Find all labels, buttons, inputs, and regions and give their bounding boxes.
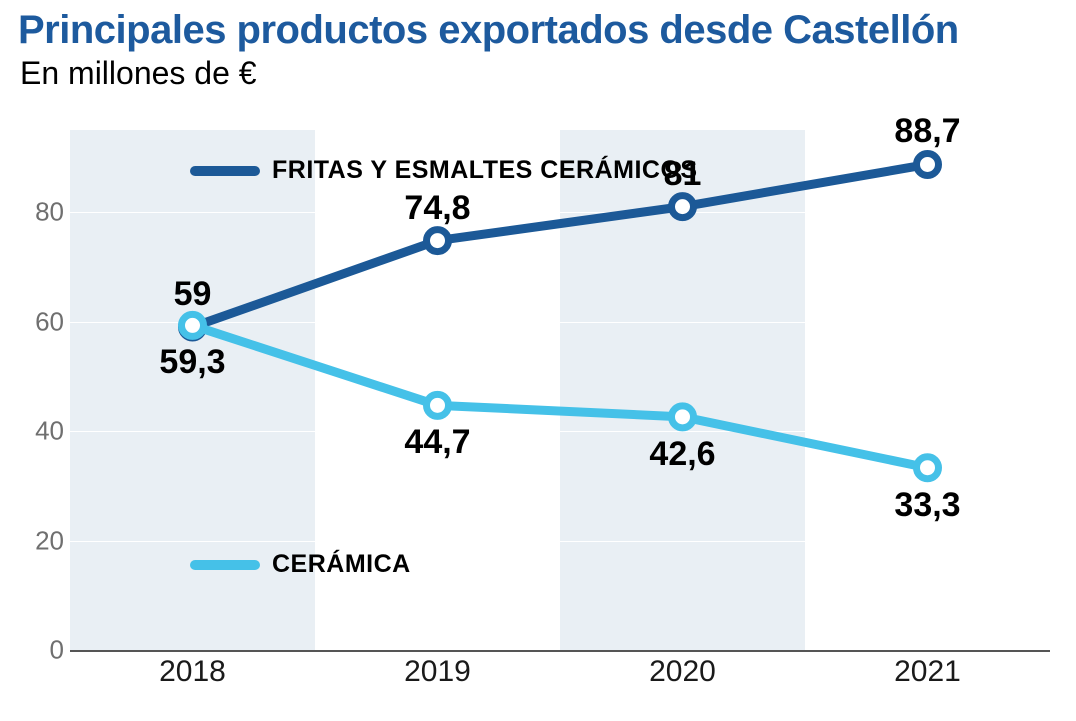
data-label: 59,3 xyxy=(159,343,225,382)
data-label: 44,7 xyxy=(404,423,470,462)
legend-swatch xyxy=(190,166,260,176)
data-label: 59 xyxy=(174,275,212,314)
y-tick-label: 40 xyxy=(35,416,64,447)
y-tick-label: 60 xyxy=(35,306,64,337)
series-line xyxy=(193,325,928,467)
x-tick-label: 2018 xyxy=(159,655,226,689)
y-tick-label: 20 xyxy=(35,525,64,556)
data-point xyxy=(182,314,204,336)
x-tick-label: 2019 xyxy=(404,655,471,689)
x-tick-label: 2020 xyxy=(649,655,716,689)
data-point xyxy=(427,394,449,416)
legend-item: CERÁMICA xyxy=(190,550,411,579)
chart-subtitle: En millones de € xyxy=(0,53,1076,92)
y-tick-label: 0 xyxy=(50,635,64,666)
data-point xyxy=(672,196,694,218)
data-point xyxy=(672,406,694,428)
data-label: 33,3 xyxy=(894,486,960,525)
data-point xyxy=(917,153,939,175)
data-label: 88,7 xyxy=(894,112,960,151)
x-axis-line xyxy=(70,650,1050,652)
x-tick-label: 2021 xyxy=(894,655,961,689)
legend-swatch xyxy=(190,560,260,570)
data-label: 74,8 xyxy=(404,189,470,228)
legend-label: FRITAS Y ESMALTES CERÁMICOS xyxy=(272,156,698,185)
series-line xyxy=(193,164,928,327)
chart-title: Principales productos exportados desde C… xyxy=(0,0,1076,53)
legend-label: CERÁMICA xyxy=(272,550,411,579)
data-point xyxy=(427,230,449,252)
data-point xyxy=(917,457,939,479)
y-tick-label: 80 xyxy=(35,197,64,228)
legend-item: FRITAS Y ESMALTES CERÁMICOS xyxy=(190,156,698,185)
data-label: 42,6 xyxy=(649,435,715,474)
